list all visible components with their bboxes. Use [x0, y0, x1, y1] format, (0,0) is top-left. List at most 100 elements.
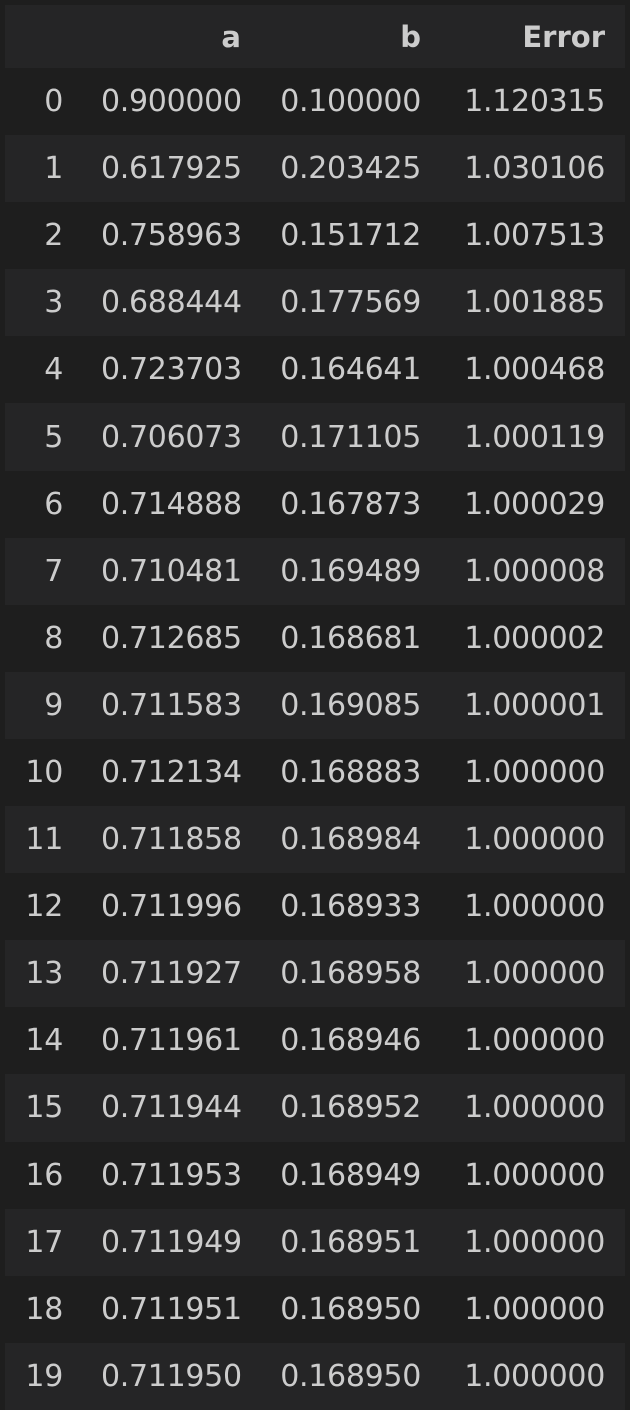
cell-error: 1.030106	[464, 151, 605, 187]
row-index: 5	[44, 419, 63, 455]
cell-b: 0.171105	[280, 419, 421, 455]
cell-a: 0.712685	[101, 620, 242, 656]
cell-b: 0.168952	[280, 1090, 421, 1126]
row-index: 9	[44, 687, 63, 723]
table-row: 2 0.758963 0.151712 1.007513	[5, 202, 625, 270]
cell-a: 0.617925	[101, 151, 242, 187]
cell-error: 1.000000	[464, 1358, 605, 1394]
table-row: 14 0.711961 0.168946 1.000000	[5, 1007, 625, 1075]
cell-b: 0.168949	[280, 1157, 421, 1193]
cell-a: 0.711953	[101, 1157, 242, 1193]
cell-error: 1.000001	[464, 687, 605, 723]
table-row: 15 0.711944 0.168952 1.000000	[5, 1074, 625, 1142]
row-index: 16	[25, 1157, 63, 1193]
cell-a: 0.711961	[101, 1023, 242, 1059]
cell-a: 0.711583	[101, 687, 242, 723]
row-index: 2	[44, 218, 63, 254]
cell-a: 0.688444	[101, 285, 242, 321]
cell-b: 0.169085	[280, 687, 421, 723]
row-index: 7	[44, 553, 63, 589]
cell-a: 0.711949	[101, 1224, 242, 1260]
cell-error: 1.000000	[464, 754, 605, 790]
row-index: 6	[44, 486, 63, 522]
cell-b: 0.168958	[280, 956, 421, 992]
cell-a: 0.711951	[101, 1291, 242, 1327]
cell-b: 0.100000	[280, 84, 421, 120]
cell-a: 0.711858	[101, 822, 242, 858]
table-row: 7 0.710481 0.169489 1.000008	[5, 537, 625, 605]
row-index: 0	[44, 84, 63, 120]
table-row: 11 0.711858 0.168984 1.000000	[5, 806, 625, 874]
cell-error: 1.000000	[464, 1157, 605, 1193]
cell-error: 1.000002	[464, 620, 605, 656]
cell-error: 1.001885	[464, 285, 605, 321]
cell-b: 0.203425	[280, 151, 421, 187]
cell-a: 0.723703	[101, 352, 242, 388]
table-row: 8 0.712685 0.168681 1.000002	[5, 604, 625, 672]
cell-a: 0.710481	[101, 553, 242, 589]
row-index: 1	[44, 151, 63, 187]
table-row: 12 0.711996 0.168933 1.000000	[5, 873, 625, 941]
row-index: 3	[44, 285, 63, 321]
cell-b: 0.168681	[280, 620, 421, 656]
cell-error: 1.000000	[464, 889, 605, 925]
dataframe-table: a b Error 0 0.900000 0.100000 1.120315 1 0.6…	[5, 5, 625, 1410]
table-row: 3 0.688444 0.177569 1.001885	[5, 269, 625, 337]
header-index	[5, 5, 101, 68]
header-b: b	[400, 19, 421, 54]
table-row: 10 0.712134 0.168883 1.000000	[5, 738, 625, 807]
cell-b: 0.164641	[280, 352, 421, 388]
cell-a: 0.758963	[101, 218, 242, 254]
cell-a: 0.712134	[101, 754, 242, 790]
cell-b: 0.168946	[280, 1023, 421, 1059]
header-error: Error	[522, 19, 605, 54]
cell-error: 1.000000	[464, 1291, 605, 1327]
row-index: 12	[25, 889, 63, 925]
table-row: 5 0.706073 0.171105 1.000119	[5, 403, 625, 471]
table-row: 1 0.617925 0.203425 1.030106	[5, 135, 625, 203]
row-index: 11	[25, 822, 63, 858]
dataframe-output: a b Error 0 0.900000 0.100000 1.120315 1 0.6…	[5, 5, 625, 1410]
cell-error: 1.120315	[464, 84, 605, 120]
table-row: 18 0.711951 0.168950 1.000000	[5, 1275, 625, 1343]
cell-b: 0.177569	[280, 285, 421, 321]
header-row: a b Error	[5, 5, 625, 68]
row-index: 8	[44, 620, 63, 656]
cell-error: 1.007513	[464, 218, 605, 254]
table-row: 0 0.900000 0.100000 1.120315	[5, 68, 625, 136]
cell-error: 1.000000	[464, 956, 605, 992]
row-index: 15	[25, 1090, 63, 1126]
cell-b: 0.151712	[280, 218, 421, 254]
cell-error: 1.000468	[464, 352, 605, 388]
table-row: 4 0.723703 0.164641 1.000468	[5, 336, 625, 404]
cell-a: 0.714888	[101, 486, 242, 522]
cell-a: 0.900000	[101, 84, 242, 120]
cell-error: 1.000008	[464, 553, 605, 589]
cell-b: 0.168951	[280, 1224, 421, 1260]
table-header: a b Error	[5, 5, 625, 68]
cell-a: 0.711944	[101, 1090, 242, 1126]
cell-b: 0.168933	[280, 889, 421, 925]
cell-a: 0.706073	[101, 419, 242, 455]
cell-error: 1.000000	[464, 1023, 605, 1059]
table-row: 6 0.714888 0.167873 1.000029	[5, 470, 625, 538]
cell-a: 0.711950	[101, 1358, 242, 1394]
cell-error: 1.000000	[464, 1090, 605, 1126]
row-index: 4	[44, 352, 63, 388]
cell-b: 0.168984	[280, 822, 421, 858]
row-index: 17	[25, 1224, 63, 1260]
header-a: a	[221, 19, 241, 54]
row-index: 14	[25, 1023, 63, 1059]
cell-b: 0.168883	[280, 754, 421, 790]
row-index: 10	[25, 754, 63, 790]
table-row: 16 0.711953 0.168949 1.000000	[5, 1141, 625, 1209]
table-row: 17 0.711949 0.168951 1.000000	[5, 1208, 625, 1276]
cell-error: 1.000000	[464, 1224, 605, 1260]
cell-error: 1.000029	[464, 486, 605, 522]
cell-b: 0.168950	[280, 1358, 421, 1394]
row-index: 13	[25, 956, 63, 992]
cell-b: 0.167873	[280, 486, 421, 522]
table-row: 9 0.711583 0.169085 1.000001	[5, 671, 625, 739]
table-row: 13 0.711927 0.168958 1.000000	[5, 940, 625, 1008]
cell-a: 0.711996	[101, 889, 242, 925]
